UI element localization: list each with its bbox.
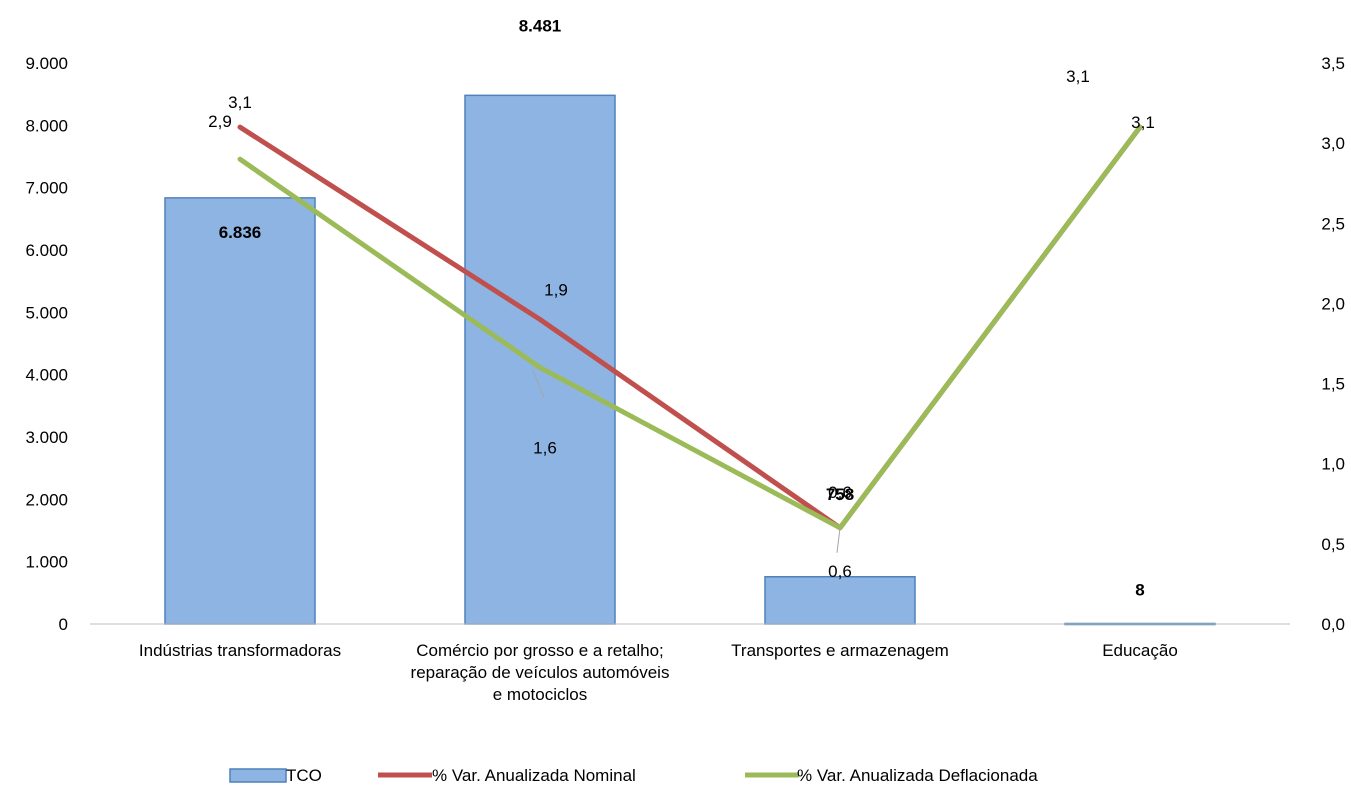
left-axis-tick-label: 7.000	[25, 179, 68, 198]
legend: TCO % Var. Anualizada Nominal % Var. Anual…	[229, 766, 1038, 785]
x-axis-category-label: Comércio por grosso e a retalho; reparaçã…	[411, 641, 670, 704]
left-axis-tick-label: 1.000	[25, 553, 68, 572]
bars-layer	[164, 94, 1216, 626]
lines-layer	[237, 124, 1143, 531]
x-axis: Indústrias transformadoras Comércio por g…	[139, 641, 1178, 704]
left-axis-tick-label: 4.000	[25, 366, 68, 385]
x-axis-category-label: Transportes e armazenagem	[731, 641, 949, 660]
label-leader-line	[532, 370, 545, 398]
bar	[164, 197, 316, 625]
line-value-label: 2,9	[208, 112, 232, 131]
legend-label: % Var. Anualizada Deflacionada	[797, 766, 1038, 785]
right-axis-tick-label: 2,5	[1321, 214, 1345, 233]
line-value-label: 0,6	[828, 562, 852, 581]
label-leader-line	[836, 527, 841, 553]
x-axis-category-label: Indústrias transformadoras	[139, 641, 341, 660]
right-y-axis: 0,0 0,5 1,0 1,5 2,0 2,5 3,0 3,5	[1321, 54, 1345, 634]
legend-label: TCO	[286, 766, 322, 785]
left-axis-tick-label: 8.000	[25, 116, 68, 135]
right-axis-tick-label: 0,5	[1321, 535, 1345, 554]
left-axis-tick-label: 5.000	[25, 303, 68, 322]
right-axis-tick-label: 3,0	[1321, 134, 1345, 153]
left-axis-tick-label: 2.000	[25, 490, 68, 509]
series-line	[237, 124, 1143, 531]
legend-swatch	[229, 768, 287, 783]
line-value-label: 3,1	[228, 93, 252, 112]
bar	[764, 576, 916, 625]
bar-value-label: 758	[826, 485, 854, 504]
right-axis-tick-label: 3,5	[1321, 54, 1345, 73]
leaders-layer	[532, 370, 841, 553]
series-line	[237, 124, 1143, 531]
right-axis-tick-label: 1,0	[1321, 455, 1345, 474]
left-axis-tick-label: 0	[59, 615, 68, 634]
bar-value-label: 8	[1135, 581, 1144, 600]
legend-label: % Var. Anualizada Nominal	[432, 766, 636, 785]
right-axis-tick-label: 0,0	[1321, 615, 1345, 634]
line-value-label: 3,1	[1066, 67, 1090, 86]
left-axis-tick-label: 6.000	[25, 241, 68, 260]
left-axis-tick-label: 9.000	[25, 54, 68, 73]
x-axis-category-label: Educação	[1102, 641, 1178, 660]
left-axis-tick-label: 3.000	[25, 428, 68, 447]
bar	[464, 94, 616, 625]
line-value-label: 1,6	[533, 439, 557, 458]
line-value-label: 0,6	[828, 483, 852, 502]
line-value-label: 3,1	[1131, 113, 1155, 132]
left-y-axis: 0 1.000 2.000 3.000 4.000 5.000 6.000 7.000 8.00…	[25, 54, 68, 634]
right-axis-tick-label: 1,5	[1321, 375, 1345, 394]
line-value-label: 1,9	[544, 280, 568, 299]
right-axis-tick-label: 2,0	[1321, 294, 1345, 313]
bar-value-label: 6.836	[219, 223, 262, 242]
bar-value-label: 8.481	[519, 16, 562, 35]
